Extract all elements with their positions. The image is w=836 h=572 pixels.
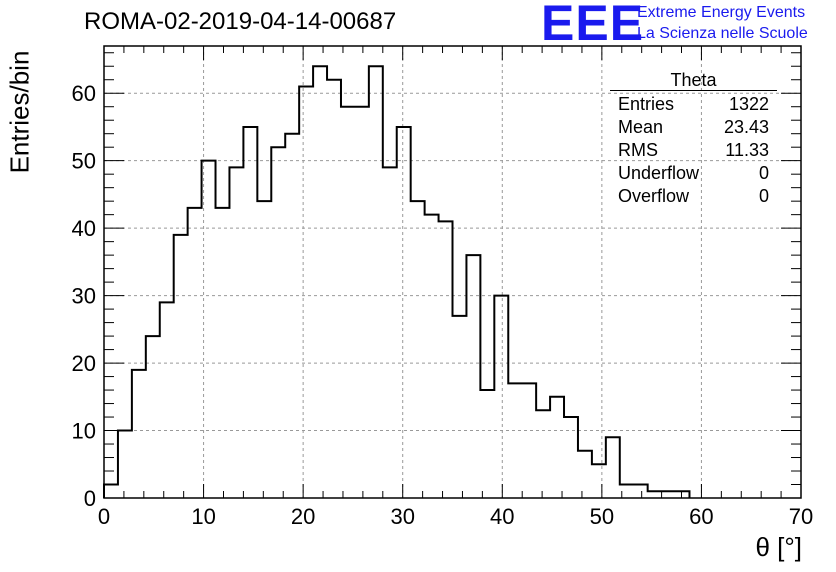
plot-frame [103, 45, 802, 499]
x-tick-label: 10 [191, 504, 215, 529]
stats-row-mean: Mean 23.43 [618, 117, 769, 137]
x-tick-label: 0 [98, 504, 110, 529]
tick-labels: 0 10 20 30 40 50 60 70 0 10 20 30 40 50 60 [72, 81, 814, 529]
y-tick-label: 30 [72, 284, 96, 309]
y-tick-label: 0 [84, 486, 96, 511]
axis-ticks [103, 46, 802, 499]
x-tick-label: 40 [490, 504, 514, 529]
y-tick-label: 20 [72, 351, 96, 376]
x-tick-label: 20 [291, 504, 315, 529]
stats-row-underflow: Underflow 0 [618, 163, 769, 183]
x-axis-label: θ [°] [755, 532, 802, 562]
eee-tagline-1: Extreme Energy Events [637, 4, 806, 21]
stats-row-rms: RMS 11.33 [618, 140, 769, 160]
plot-title: ROMA-02-2019-04-14-00687 [84, 8, 397, 35]
stats-row-entries: Entries 1322 [618, 94, 769, 114]
histogram-series [103, 65, 691, 498]
eee-tagline-2: La Scienza nelle Scuole [637, 25, 808, 42]
y-tick-label: 40 [72, 216, 96, 241]
x-tick-label: 60 [689, 504, 713, 529]
x-tick-label: 30 [390, 504, 414, 529]
x-tick-label: 50 [590, 504, 614, 529]
stats-row-overflow: Overflow 0 [618, 186, 769, 206]
y-tick-label: 10 [72, 419, 96, 444]
x-tick-label: 70 [789, 504, 813, 529]
stats-title: Theta [610, 70, 777, 91]
y-tick-label: 60 [72, 81, 96, 106]
y-tick-label: 50 [72, 149, 96, 174]
eee-logo: EEE [541, 0, 645, 51]
stats-box: Theta Entries 1322 Mean 23.43 RMS 11.33 Und… [610, 70, 777, 208]
